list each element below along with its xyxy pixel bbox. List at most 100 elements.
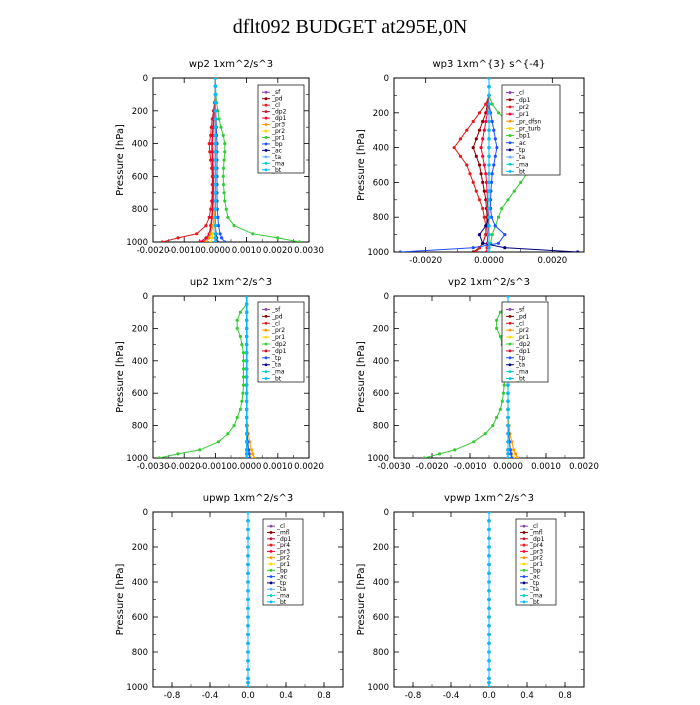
legend-marker: [508, 98, 512, 102]
data-point: [246, 512, 250, 514]
data-point: [213, 150, 217, 154]
legend-marker: [522, 531, 526, 534]
data-point: [238, 407, 242, 411]
legend-marker: [264, 123, 268, 126]
data-point: [245, 399, 249, 403]
y-tick-label: 400: [373, 578, 389, 588]
data-point: [482, 189, 486, 193]
data-point: [216, 224, 221, 228]
data-point: [245, 343, 249, 347]
data-point: [496, 241, 501, 245]
data-point: [198, 448, 202, 452]
data-point: [213, 109, 217, 113]
data-point: [246, 597, 250, 602]
data-point: [209, 232, 213, 236]
data-point: [226, 432, 230, 436]
data-point: [495, 326, 499, 330]
legend-label: _cl: [271, 320, 280, 327]
series-line-dp1: [202, 78, 216, 242]
data-point: [201, 240, 205, 242]
legend-label: _mfl: [529, 529, 543, 536]
legend-marker: [508, 328, 512, 332]
data-point: [452, 146, 456, 150]
data-point: [492, 128, 496, 132]
legend-label: _ac: [271, 147, 282, 154]
data-point: [246, 659, 250, 663]
legend-label: _bt: [515, 168, 526, 175]
data-point: [487, 93, 491, 97]
data-point: [472, 440, 476, 444]
legend-label: _ma: [276, 593, 290, 600]
data-point: [487, 241, 491, 245]
data-point: [247, 452, 251, 456]
legend-label: _ma: [529, 593, 543, 600]
legend-label: _bp: [276, 567, 288, 574]
legend-marker: [508, 112, 512, 116]
legend-marker: [264, 349, 268, 353]
data-point: [211, 232, 215, 236]
data-point: [506, 448, 510, 452]
series-line-ac: [400, 78, 506, 252]
data-point: [238, 334, 242, 339]
legend-marker: [508, 134, 512, 137]
legend-marker: [264, 161, 268, 165]
legend-marker: [269, 524, 273, 528]
data-point: [241, 383, 246, 387]
chart-panel-5: upwp 1xm^2/s^3 Pressure [hPa] 0 200 400 600 80…: [115, 493, 344, 701]
data-point: [221, 133, 225, 137]
data-point: [241, 375, 246, 379]
data-point: [487, 154, 491, 158]
data-point: [245, 432, 249, 436]
y-tick-label: 800: [373, 213, 389, 223]
legend-marker: [264, 129, 268, 133]
legend-label: _ta: [276, 586, 286, 593]
legend-marker: [269, 531, 273, 534]
y-tick-label: 0: [384, 508, 389, 518]
data-point: [487, 198, 491, 202]
legend-label: _pd: [515, 313, 527, 320]
legend-marker: [269, 587, 273, 591]
data-point: [245, 296, 249, 298]
data-point: [245, 310, 249, 314]
data-point: [490, 172, 494, 176]
data-point: [207, 236, 211, 240]
legend-label: _pr1: [271, 334, 285, 341]
series-group: [487, 512, 491, 687]
figure-title: dflt092 BUDGET at295E,0N: [233, 16, 468, 38]
legend-marker: [508, 363, 512, 367]
series-line-pr1: [214, 78, 300, 242]
data-point: [458, 154, 463, 158]
data-point: [484, 172, 488, 176]
legend-marker: [522, 543, 526, 547]
data-point: [204, 224, 208, 228]
data-point: [508, 448, 512, 452]
data-point: [209, 240, 213, 242]
data-point: [576, 250, 580, 252]
legend: _sf_pd_cl_pr2_pr1_dp2_dp1_tp_ta_ma_bt: [501, 301, 549, 383]
data-point: [213, 183, 217, 187]
data-point: [211, 158, 215, 162]
data-point: [245, 415, 249, 420]
data-point: [245, 302, 249, 306]
data-point: [481, 154, 485, 158]
y-tick-label: 0: [384, 292, 389, 302]
y-tick-label: 400: [132, 140, 148, 150]
data-point: [245, 367, 249, 371]
data-point: [514, 452, 518, 456]
data-point: [515, 456, 520, 458]
data-point: [232, 224, 236, 228]
legend-marker: [264, 110, 268, 114]
legend-label: _mfl: [276, 529, 290, 536]
data-point: [495, 146, 499, 150]
data-point: [506, 432, 510, 436]
legend-label: _cl: [515, 320, 524, 327]
data-point: [471, 246, 475, 250]
legend-label: _ma: [515, 161, 529, 168]
data-point: [252, 456, 256, 458]
data-point: [487, 172, 491, 176]
y-tick-label: 200: [373, 324, 389, 334]
data-point: [487, 215, 491, 219]
data-point: [487, 78, 491, 80]
data-point: [490, 102, 494, 106]
legend-label: _bt: [529, 599, 540, 606]
